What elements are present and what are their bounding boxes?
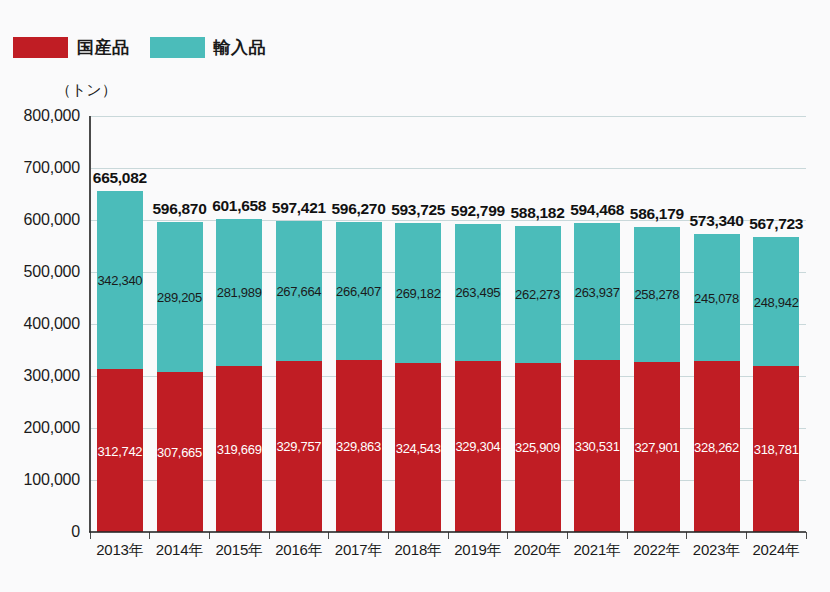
total-value-label: 596,870 <box>153 200 207 218</box>
segment-value-label-imported: 245,078 <box>694 291 739 306</box>
total-value-label: 588,182 <box>511 204 565 222</box>
total-value-label: 586,179 <box>630 205 684 223</box>
segment-value-label-imported: 263,937 <box>575 285 620 300</box>
legend-label-domestic: 国産品 <box>77 36 130 59</box>
y-tick-label: 100,000 <box>0 471 80 489</box>
segment-value-label-domestic: 325,909 <box>515 440 560 455</box>
total-value-label: 596,270 <box>332 200 386 218</box>
segment-value-label-imported: 267,664 <box>276 284 321 299</box>
x-axis-tick <box>507 532 508 539</box>
x-tick-label: 2018年 <box>394 541 441 560</box>
legend-item-imported: 輸入品 <box>150 36 267 59</box>
total-value-label: 573,340 <box>690 212 744 230</box>
x-tick-label: 2020年 <box>514 541 561 560</box>
x-tick-label: 2014年 <box>156 541 203 560</box>
total-value-label: 597,421 <box>272 199 326 217</box>
y-tick-label: 400,000 <box>0 315 80 333</box>
segment-value-label-domestic: 319,669 <box>217 442 262 457</box>
legend-label-imported: 輸入品 <box>214 36 267 59</box>
grid-line <box>90 168 806 169</box>
segment-value-label-domestic: 324,543 <box>396 441 441 456</box>
legend: 国産品 輸入品 <box>13 36 266 59</box>
y-tick-label: 600,000 <box>0 211 80 229</box>
legend-swatch-imported <box>150 37 205 58</box>
segment-value-label-domestic: 328,262 <box>694 440 739 455</box>
x-axis-tick <box>209 532 210 539</box>
segment-value-label-imported: 262,273 <box>515 287 560 302</box>
segment-value-label-imported: 258,278 <box>634 287 679 302</box>
y-tick-label: 200,000 <box>0 419 80 437</box>
segment-value-label-domestic: 327,901 <box>634 440 679 455</box>
plot-area: 665,082 342,340 312,742 596,870 289,205 307,6… <box>90 116 806 532</box>
segment-value-label-domestic: 318,781 <box>754 442 799 457</box>
y-tick-label: 0 <box>0 523 80 541</box>
y-axis-line <box>89 116 91 532</box>
y-tick-label: 800,000 <box>0 107 80 125</box>
x-axis-tick <box>806 532 807 539</box>
y-tick-label: 300,000 <box>0 367 80 385</box>
y-tick-label: 500,000 <box>0 263 80 281</box>
segment-value-label-domestic: 307,665 <box>157 445 202 460</box>
x-tick-label: 2024年 <box>752 541 799 560</box>
x-tick-label: 2022年 <box>633 541 680 560</box>
x-axis-tick <box>328 532 329 539</box>
total-value-label: 567,723 <box>749 215 803 233</box>
x-tick-label: 2017年 <box>335 541 382 560</box>
x-axis-line <box>89 531 806 533</box>
segment-value-label-domestic: 312,742 <box>97 444 142 459</box>
segment-value-label-domestic: 329,304 <box>455 439 500 454</box>
x-tick-label: 2023年 <box>693 541 740 560</box>
stacked-bar-chart-page: 国産品 輸入品 （トン） 0 100,000 200,000 300,000 400,0… <box>0 0 830 592</box>
total-value-label: 593,725 <box>391 201 445 219</box>
x-tick-label: 2019年 <box>454 541 501 560</box>
x-axis-tick <box>567 532 568 539</box>
x-tick-label: 2013年 <box>96 541 143 560</box>
x-axis-tick <box>627 532 628 539</box>
segment-value-label-imported: 248,942 <box>754 295 799 310</box>
legend-swatch-domestic <box>13 37 68 58</box>
segment-value-label-imported: 269,182 <box>396 286 441 301</box>
x-tick-label: 2021年 <box>573 541 620 560</box>
segment-value-label-imported: 281,989 <box>217 285 262 300</box>
y-tick-label: 700,000 <box>0 159 80 177</box>
x-axis-tick <box>448 532 449 539</box>
x-axis-tick <box>388 532 389 539</box>
x-axis-tick <box>746 532 747 539</box>
x-tick-label: 2016年 <box>275 541 322 560</box>
legend-item-domestic: 国産品 <box>13 36 130 59</box>
segment-value-label-imported: 289,205 <box>157 290 202 305</box>
total-value-label: 601,658 <box>212 197 266 215</box>
segment-value-label-domestic: 330,531 <box>575 439 620 454</box>
x-axis-tick <box>269 532 270 539</box>
x-axis-tick <box>90 532 91 539</box>
x-axis-tick <box>686 532 687 539</box>
total-value-label: 594,468 <box>570 201 624 219</box>
x-axis-tick <box>149 532 150 539</box>
total-value-label: 592,799 <box>451 202 505 220</box>
segment-value-label-imported: 263,495 <box>455 285 500 300</box>
y-axis-unit-label: （トン） <box>56 81 117 100</box>
segment-value-label-imported: 342,340 <box>97 273 142 288</box>
segment-value-label-domestic: 329,863 <box>336 439 381 454</box>
total-value-label: 665,082 <box>93 169 147 187</box>
x-tick-label: 2015年 <box>215 541 262 560</box>
segment-value-label-imported: 266,407 <box>336 284 381 299</box>
grid-line <box>90 116 806 117</box>
segment-value-label-domestic: 329,757 <box>276 439 321 454</box>
